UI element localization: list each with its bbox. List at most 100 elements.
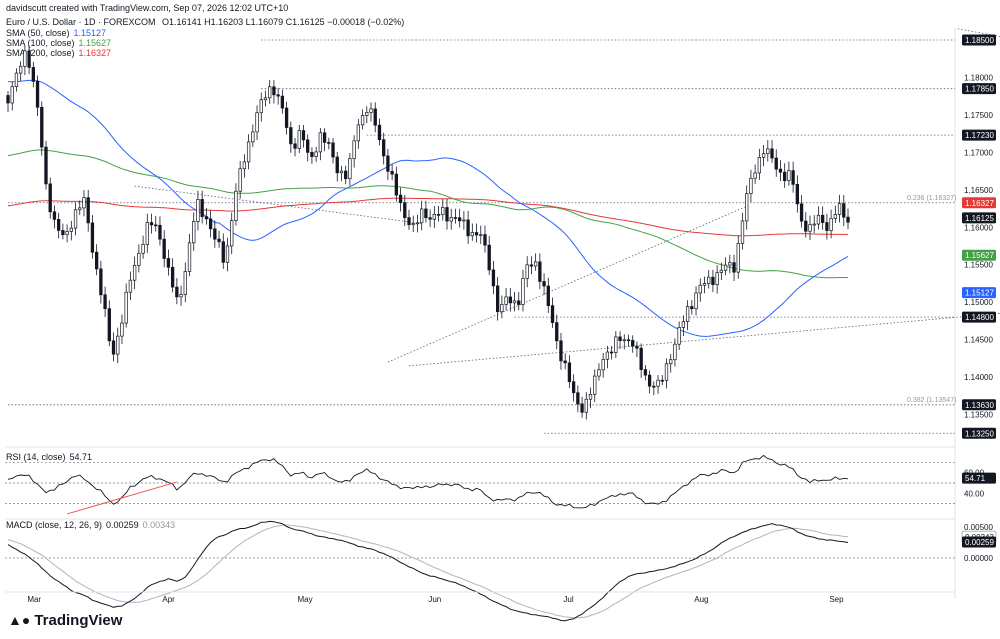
macd-tick-label: 0.00500 xyxy=(964,523,993,532)
candle-up xyxy=(230,220,234,247)
sma100-line xyxy=(7,149,849,279)
candle-down xyxy=(90,222,95,253)
candle-down xyxy=(618,336,622,341)
candle-up xyxy=(369,108,373,113)
candle-down xyxy=(445,207,449,222)
candle-down xyxy=(795,183,800,205)
candle-up xyxy=(702,283,707,286)
candle-down xyxy=(382,139,386,157)
month-label: May xyxy=(297,595,312,604)
symbol-name[interactable]: Euro / U.S. Dollar · 1D · FOREXCOM xyxy=(6,17,156,27)
candle-up xyxy=(356,124,361,142)
candle-up xyxy=(251,131,255,143)
candle-down xyxy=(690,306,694,310)
sma200-line xyxy=(7,197,849,237)
price-tick-label: 1.15000 xyxy=(964,298,993,307)
candle-down xyxy=(44,146,48,185)
candle-up xyxy=(681,321,686,328)
candle-up xyxy=(225,245,230,263)
candle-down xyxy=(555,322,559,342)
candle-up xyxy=(470,232,474,237)
candle-up xyxy=(415,222,420,225)
month-label: Jul xyxy=(563,595,573,604)
rsi-badge: 54.71 xyxy=(965,474,986,483)
candle-down xyxy=(559,340,563,362)
candle-down xyxy=(344,170,348,180)
candle-down xyxy=(162,238,166,259)
price-tick-label: 1.14000 xyxy=(964,373,993,382)
candle-down xyxy=(204,216,209,220)
candle-up xyxy=(297,130,301,149)
price-badge: 1.18500 xyxy=(965,36,994,45)
candle-up xyxy=(715,272,719,285)
sma50-label: SMA (50, close) xyxy=(6,28,70,38)
candle-down xyxy=(474,232,479,236)
candle-down xyxy=(517,300,521,305)
candle-down xyxy=(550,305,555,323)
candle-down xyxy=(289,127,293,145)
candle-up xyxy=(411,223,415,226)
candle-down xyxy=(331,142,335,158)
candle-down xyxy=(453,217,458,219)
rsi-trend-line xyxy=(66,481,177,515)
candle-up xyxy=(707,276,711,284)
candle-up xyxy=(656,379,660,387)
candle-down xyxy=(508,296,512,304)
candle-up xyxy=(116,335,120,355)
candle-up xyxy=(449,217,453,222)
legend-sma100[interactable]: SMA (100, close) 1.15627 xyxy=(6,38,115,48)
candle-down xyxy=(842,203,846,218)
macd-legend[interactable]: MACD (close, 12, 26, 9) 0.00259 0.00343 xyxy=(6,520,179,530)
candle-down xyxy=(711,276,715,285)
symbol-header[interactable]: Euro / U.S. Dollar · 1D · FOREXCOM O1.16… xyxy=(6,17,408,27)
candle-up xyxy=(69,227,73,232)
macd-tick-label: 0.00000 xyxy=(964,554,993,563)
candle-up xyxy=(664,363,669,381)
month-label: Mar xyxy=(27,595,41,604)
price-badge-bg xyxy=(962,287,996,299)
candle-down xyxy=(529,264,534,267)
month-label: Aug xyxy=(694,595,708,604)
candle-down xyxy=(774,157,778,170)
candle-down xyxy=(175,286,179,298)
rsi-legend[interactable]: RSI (14, close) 54.71 xyxy=(6,452,96,462)
candle-down xyxy=(208,218,213,230)
rsi-line xyxy=(7,454,849,509)
sma200-value: 1.16327 xyxy=(78,48,112,58)
candle-up xyxy=(812,223,816,226)
price-tick-label: 1.16500 xyxy=(964,186,993,195)
candle-up xyxy=(816,214,821,225)
candle-down xyxy=(542,281,546,287)
candle-up xyxy=(745,193,749,222)
candle-up xyxy=(141,244,145,254)
candle-up xyxy=(23,50,27,67)
legend-sma50[interactable]: SMA (50, close) 1.15127 xyxy=(6,28,110,38)
candle-down xyxy=(56,219,61,231)
price-badge: 1.14800 xyxy=(965,313,994,322)
legend-sma200[interactable]: SMA (200, close) 1.16327 xyxy=(6,48,115,58)
price-badge: 1.17230 xyxy=(965,131,994,140)
candle-up xyxy=(673,343,677,361)
candle-down xyxy=(825,222,829,231)
candle-up xyxy=(78,207,82,211)
month-label: Sep xyxy=(829,595,844,604)
candle-up xyxy=(525,264,529,279)
month-label: Apr xyxy=(162,595,175,604)
trend-line xyxy=(957,28,1000,37)
candle-up xyxy=(82,197,86,209)
rsi-badge-bg xyxy=(962,472,996,484)
watermark-text: TradingView xyxy=(34,612,123,629)
candle-down xyxy=(394,173,399,196)
candle-down xyxy=(373,108,377,126)
candle-up xyxy=(521,278,525,305)
candle-down xyxy=(40,106,44,148)
candle-down xyxy=(310,152,314,157)
price-badge-bg xyxy=(962,311,996,323)
candle-down xyxy=(31,67,35,82)
month-label: Jun xyxy=(428,595,441,604)
candle-down xyxy=(386,155,390,172)
candle-down xyxy=(631,340,635,347)
candle-up xyxy=(593,375,597,395)
sma100-value: 1.15627 xyxy=(78,38,112,48)
